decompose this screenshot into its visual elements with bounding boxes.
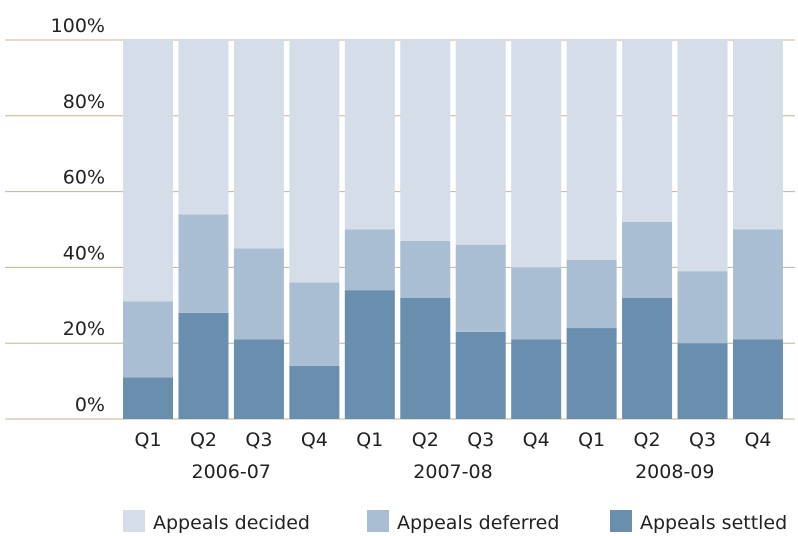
bar-segment xyxy=(511,339,562,419)
bar-segment xyxy=(455,331,506,419)
y-tick-label: 0% xyxy=(75,394,105,416)
bar-segment xyxy=(178,40,229,215)
bar-segment xyxy=(622,297,673,419)
bar-segment xyxy=(455,40,506,245)
bar-segment xyxy=(511,267,562,340)
y-tick-label: 100% xyxy=(51,15,105,37)
legend-swatch xyxy=(610,510,632,532)
x-tick-label: Q4 xyxy=(744,429,771,451)
bar-segment xyxy=(233,339,284,419)
bar-segment xyxy=(123,301,174,378)
bar-segment xyxy=(677,343,728,419)
bar-segment xyxy=(732,339,783,419)
x-tick-label: Q3 xyxy=(467,429,494,451)
bar-segment xyxy=(566,328,617,419)
x-tick-label: Q3 xyxy=(689,429,716,451)
y-tick-label: 80% xyxy=(63,91,105,113)
bar-segment xyxy=(289,282,340,366)
legend-label: Appeals deferred xyxy=(397,512,559,534)
bar-segment xyxy=(677,40,728,272)
bar-segment xyxy=(178,312,229,419)
x-tick-label: Q2 xyxy=(634,429,661,451)
bar-segment xyxy=(233,248,284,340)
bar-segment xyxy=(344,229,395,291)
bar-segment xyxy=(344,40,395,230)
bar-segment xyxy=(566,40,617,260)
legend-label: Appeals decided xyxy=(153,512,310,534)
bar-segment xyxy=(178,214,229,313)
bar-segment xyxy=(400,40,451,241)
x-tick-label: Q1 xyxy=(356,429,383,451)
bar-segment xyxy=(123,377,174,419)
group-label: 2006-07 xyxy=(192,461,271,483)
legend-swatch xyxy=(123,510,145,532)
bar-segment xyxy=(289,365,340,419)
bar-segment xyxy=(344,290,395,419)
bar-segment xyxy=(289,40,340,283)
bar-segment xyxy=(123,40,174,302)
x-tick-label: Q1 xyxy=(578,429,605,451)
legend-label: Appeals settled xyxy=(640,512,787,534)
group-label: 2008-09 xyxy=(635,461,714,483)
x-tick-label: Q4 xyxy=(301,429,328,451)
bar-segment xyxy=(677,271,728,344)
x-tick-label: Q3 xyxy=(245,429,272,451)
y-tick-label: 60% xyxy=(63,167,105,189)
y-tick-label: 40% xyxy=(63,242,105,264)
bar-segment xyxy=(622,40,673,222)
group-label: 2007-08 xyxy=(413,461,492,483)
x-tick-label: Q1 xyxy=(135,429,162,451)
y-tick-label: 20% xyxy=(63,318,105,340)
bar-segment xyxy=(622,221,673,298)
bar-segment xyxy=(400,297,451,419)
bar-segment xyxy=(732,229,783,340)
bar-segment xyxy=(566,259,617,329)
bar-segment xyxy=(400,240,451,298)
bar-segment xyxy=(455,244,506,332)
x-tick-label: Q2 xyxy=(190,429,217,451)
bar-segment xyxy=(233,40,284,249)
legend-swatch xyxy=(367,510,389,532)
x-tick-label: Q2 xyxy=(412,429,439,451)
bar-segment xyxy=(511,40,562,268)
bar-segment xyxy=(732,40,783,230)
x-tick-label: Q4 xyxy=(523,429,550,451)
